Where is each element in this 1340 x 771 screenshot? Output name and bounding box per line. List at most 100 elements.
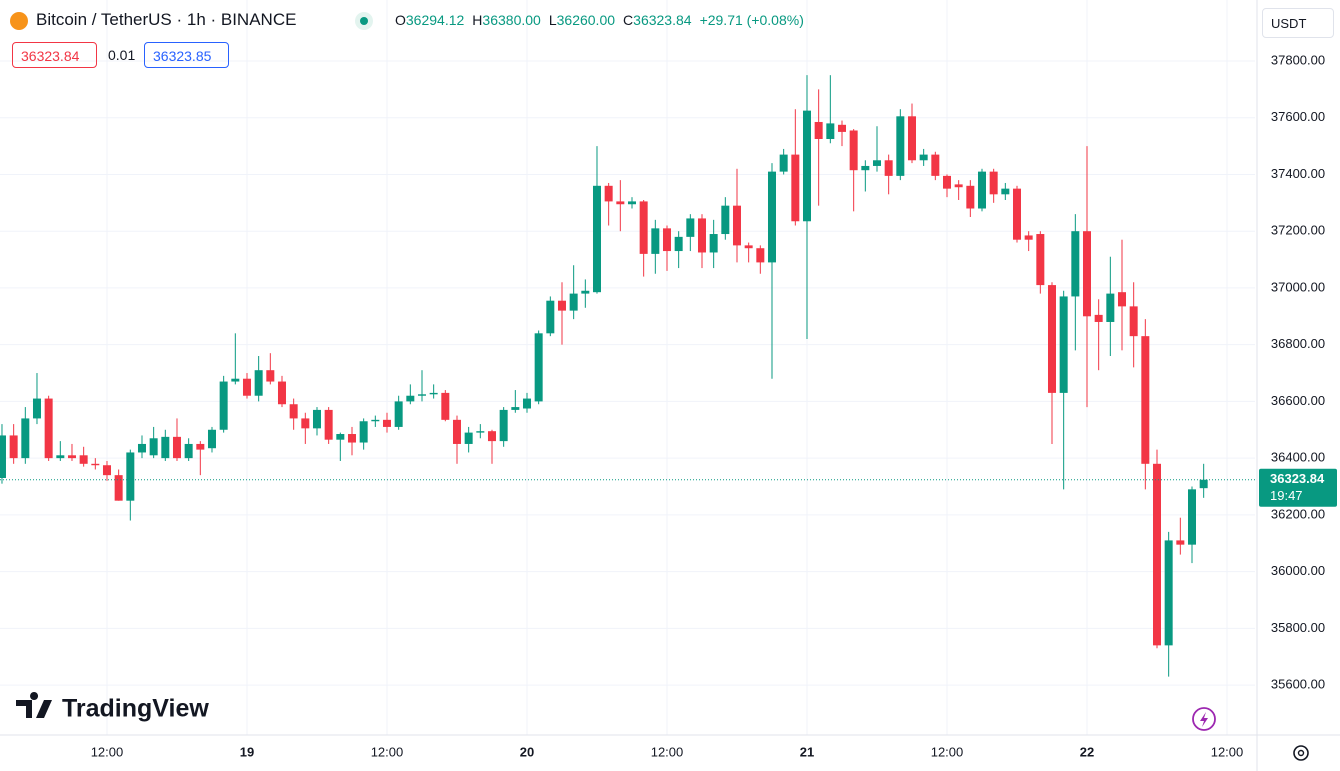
y-tick-label: 37800.00	[1271, 52, 1325, 67]
candle-body	[954, 184, 963, 188]
candle-body	[907, 116, 916, 161]
candle-body	[861, 165, 870, 171]
candle-body	[417, 394, 426, 396]
readout-value: 36323.84	[633, 12, 692, 28]
candle-body	[44, 398, 53, 459]
candle-body	[394, 401, 403, 427]
candle-body	[942, 175, 951, 189]
candle-body	[896, 116, 905, 176]
candle-body	[114, 475, 123, 501]
candle-body	[1164, 540, 1173, 646]
readout-value: 36294.12	[405, 12, 465, 28]
candle-body	[1082, 231, 1091, 317]
candle-body	[149, 438, 158, 456]
candle-body	[1001, 188, 1010, 195]
candle-body	[744, 245, 753, 249]
candle-body	[347, 434, 356, 443]
candle-body	[534, 333, 543, 402]
candle-body	[1071, 231, 1080, 297]
candle-body	[79, 455, 88, 464]
candle-body	[1047, 285, 1056, 393]
y-tick-label: 37400.00	[1271, 166, 1325, 181]
candle-body	[464, 432, 473, 444]
candle-body	[791, 154, 800, 222]
candle-body	[67, 455, 76, 459]
candle-body	[1152, 463, 1161, 646]
brand-logo	[16, 692, 52, 718]
countdown-label: 19:47	[1270, 488, 1303, 503]
candle-body	[1176, 540, 1185, 545]
readout-change: +29.71 (+0.08%)	[699, 12, 804, 28]
x-tick-label: 12:00	[1211, 744, 1244, 759]
spread: 0.01	[108, 47, 136, 63]
candle-body	[604, 185, 613, 202]
candle-body	[639, 201, 648, 254]
candle-body	[301, 418, 310, 429]
y-tick-label: 36400.00	[1271, 450, 1325, 465]
candle-body	[9, 435, 18, 459]
y-tick-label: 36600.00	[1271, 393, 1325, 408]
candle-body	[371, 419, 380, 422]
candle-body	[721, 205, 730, 235]
flash-button[interactable]	[1192, 707, 1216, 731]
candle-body	[1187, 489, 1196, 545]
candle-body	[137, 443, 146, 453]
readout-key: H	[472, 12, 483, 28]
x-tick-label: 12:00	[91, 744, 124, 759]
candle-body	[207, 429, 216, 449]
candle-body	[1117, 292, 1126, 307]
candle-body	[522, 398, 531, 409]
candle-body	[242, 378, 251, 396]
sell-price[interactable]: 36323.84	[12, 42, 97, 68]
candle-body	[1094, 314, 1103, 322]
candle-body	[1199, 479, 1208, 489]
candle-body	[1106, 293, 1115, 322]
readout-value: 36380.00	[482, 12, 541, 28]
settings-button[interactable]	[1293, 745, 1309, 761]
y-tick-label: 36000.00	[1271, 563, 1325, 578]
candle-body	[977, 171, 986, 209]
candle-body	[231, 378, 240, 382]
candle-body	[1129, 306, 1138, 337]
candle-body	[651, 228, 660, 254]
candle-body	[732, 205, 741, 246]
candle-body	[382, 419, 391, 427]
last-price-label: 36323.84	[1270, 471, 1325, 486]
candle-body	[592, 185, 601, 293]
x-tick-label: 20	[520, 744, 534, 759]
candle-body	[32, 398, 41, 419]
brand-name: TradingView	[62, 695, 209, 723]
candle-body	[161, 436, 170, 459]
candle-body	[56, 455, 65, 459]
candle-body	[919, 154, 928, 161]
y-tick-label: 37200.00	[1271, 223, 1325, 238]
candle-body	[476, 431, 485, 433]
candle-body	[569, 293, 578, 311]
candle-body	[709, 234, 718, 253]
chart-title: Bitcoin / TetherUS · 1h · BINANCE	[36, 10, 297, 29]
candle-body	[406, 395, 415, 402]
candle-body	[452, 419, 461, 444]
coin-icon	[10, 12, 28, 30]
currency-selector[interactable]: USDT	[1262, 8, 1334, 38]
candle-body	[674, 236, 683, 252]
readout-value: 36260.00	[556, 12, 616, 28]
candle-body	[884, 160, 893, 176]
buy-price[interactable]: 36323.85	[144, 42, 229, 68]
candle-body	[767, 171, 776, 263]
y-tick-label: 36800.00	[1271, 336, 1325, 351]
y-tick-label: 37000.00	[1271, 279, 1325, 294]
candle-body	[172, 436, 181, 459]
candle-body	[312, 409, 321, 429]
candle-body	[184, 443, 193, 459]
y-tick-label: 36200.00	[1271, 506, 1325, 521]
candle-body	[872, 160, 881, 166]
candle-body	[441, 392, 450, 420]
candle-body	[277, 381, 286, 405]
candle-body	[779, 154, 788, 172]
candle-body	[289, 404, 298, 419]
candle-body	[697, 218, 706, 253]
x-tick-label: 22	[1080, 744, 1094, 759]
candle-body	[627, 201, 636, 205]
